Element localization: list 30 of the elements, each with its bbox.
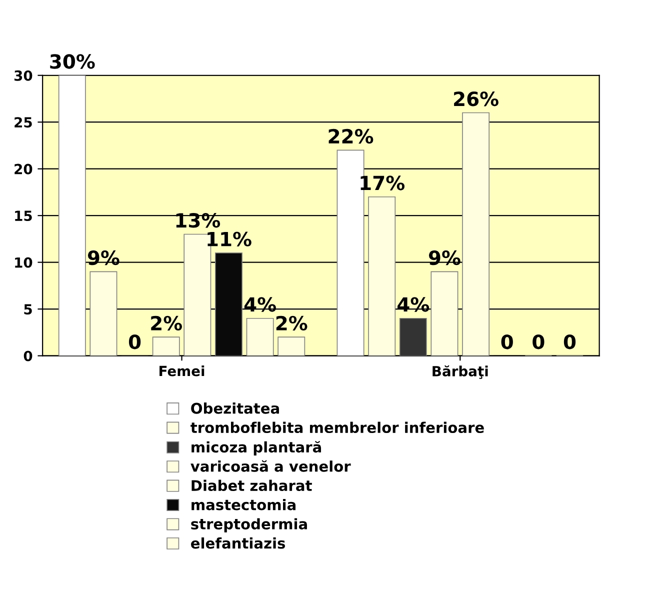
legend-label: Obezitatea [191,402,279,414]
y-tick-label: 20 [14,164,32,174]
y-tick-label: 10 [15,257,32,268]
data-label: 9% [428,250,460,266]
y-tick-label: 0 [24,350,32,362]
legend-label: tromboflebita membrelor inferioare [190,422,484,434]
data-label: 9% [88,250,120,266]
x-tick-label: Femei [160,365,204,376]
legend-label: elefantiazis [191,537,286,549]
legend-label: varicoasă a venelor [190,460,351,472]
x-tick-label: Bărbaţi [432,365,488,379]
data-label: 11% [208,232,252,246]
legend-label: Diabet zaharat [192,480,312,492]
legend-label: mastectomia [192,498,296,510]
legend-label: micoza plantară [192,440,322,456]
data-label: 2% [151,316,182,331]
data-label: 22% [328,128,374,144]
y-tick-label: 25 [14,117,32,128]
data-label: 0 [128,334,141,350]
y-tick-label: 30 [14,70,32,81]
legend-label: streptodermia [191,518,307,532]
data-label: 0 [501,334,513,350]
data-label: 26% [454,92,498,106]
data-label: 17% [360,176,404,190]
data-label: 0 [564,334,576,350]
data-label: 2% [276,316,308,331]
data-label: 30% [50,54,95,69]
y-tick-label: 5 [24,304,32,315]
y-tick-label: 15 [15,210,32,222]
data-label: 0 [532,334,544,350]
